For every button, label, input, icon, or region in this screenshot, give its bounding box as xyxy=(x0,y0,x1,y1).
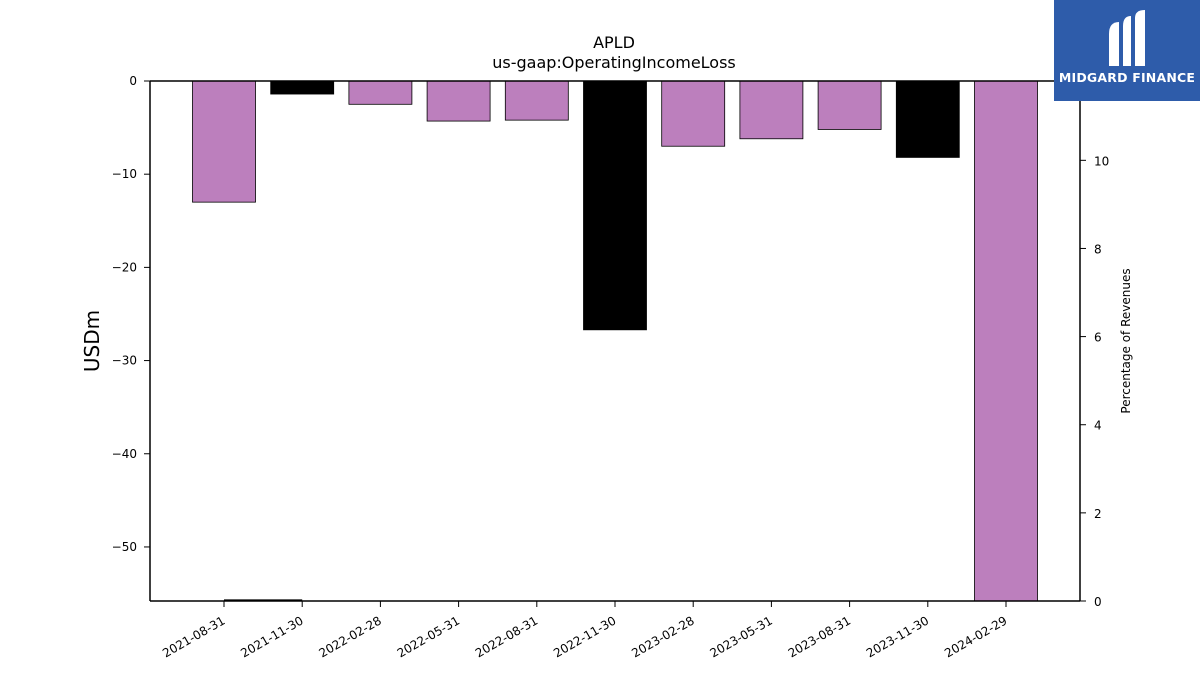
bar-2023-05-31 xyxy=(739,80,804,140)
bars-group xyxy=(192,80,1038,602)
x-tick-label: 2023-05-31 xyxy=(707,613,774,660)
y2-tick-label: 8 xyxy=(1094,242,1102,256)
y-axis-label: USDm xyxy=(80,310,104,372)
bar-2022-05-31 xyxy=(426,80,491,122)
x-tick-label: 2022-05-31 xyxy=(395,613,462,660)
y-tick-label: −20 xyxy=(112,260,137,274)
x-tick-label: 2023-02-28 xyxy=(629,613,696,660)
y2-tick-label: 10 xyxy=(1094,154,1109,168)
x-tick-label: 2021-08-31 xyxy=(160,613,227,660)
bar-2022-08-31 xyxy=(504,80,569,121)
bar-2024-02-29 xyxy=(974,80,1038,602)
x-tick-label: 2023-11-30 xyxy=(864,613,931,660)
logo-text: MIDGARD FINANCE xyxy=(1058,70,1196,85)
bar-2023-08-31 xyxy=(817,80,882,130)
x-tick-label: 2022-11-30 xyxy=(551,613,618,660)
bar-2021-11-30 xyxy=(270,80,335,95)
brand-logo: MIDGARD FINANCE xyxy=(1054,0,1200,101)
y2-tick-label: 2 xyxy=(1094,507,1102,521)
y2-tick-label: 6 xyxy=(1094,331,1102,345)
chart-subtitle: us-gaap:OperatingIncomeLoss xyxy=(492,53,736,72)
x-tick-label: 2022-08-31 xyxy=(473,613,540,660)
y2-tick-label: 4 xyxy=(1094,419,1102,433)
bar-2022-11-30 xyxy=(583,80,647,331)
x-tick-label: 2024-02-29 xyxy=(942,613,1009,660)
y-tick-label: −10 xyxy=(112,167,137,181)
bar-2022-02-28 xyxy=(348,80,413,105)
midgard-logo-icon xyxy=(1109,10,1145,66)
x-tick-label: 2022-02-28 xyxy=(316,613,383,660)
y2-axis-label: Percentage of Revenues xyxy=(1119,268,1133,413)
y-tick-label: −50 xyxy=(112,540,137,554)
bar-2021-08-31 xyxy=(192,80,256,203)
x-tick-label: 2023-08-31 xyxy=(786,613,853,660)
y-tick-label: −40 xyxy=(112,447,137,461)
x-tick-label: 2021-11-30 xyxy=(238,613,305,660)
chart-title: APLD xyxy=(593,33,635,52)
y-tick-label: 0 xyxy=(129,74,137,88)
y-tick-label: −30 xyxy=(112,354,137,368)
bar-2023-02-28 xyxy=(661,80,726,147)
bar-2023-11-30 xyxy=(895,80,960,158)
y2-tick-label: 0 xyxy=(1094,595,1102,609)
